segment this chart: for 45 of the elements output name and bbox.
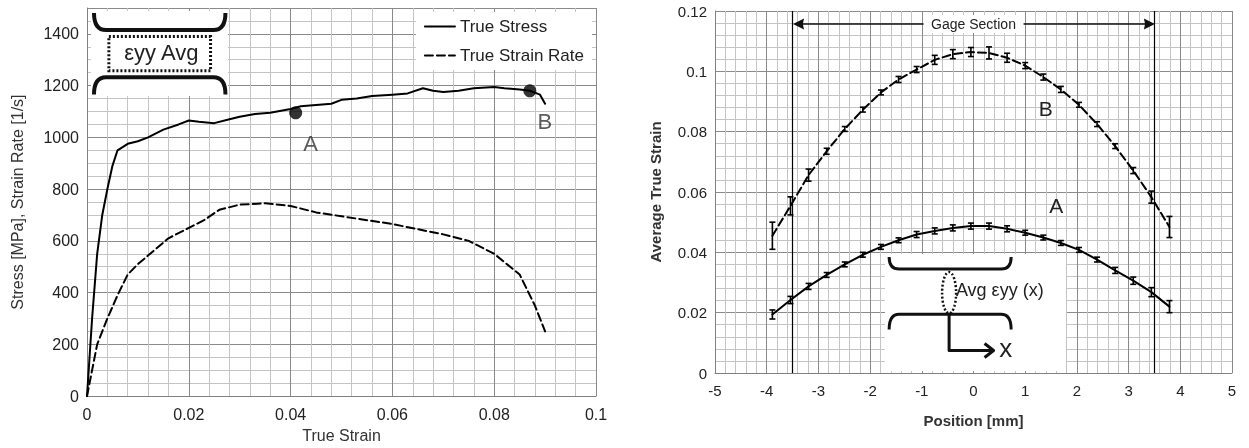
legend-label: True Strain Rate (459, 46, 585, 65)
y-tick-label: 0.12 (677, 2, 707, 20)
y-tick-label: 1400 (43, 25, 80, 43)
x-tick-label: 0.1 (584, 405, 608, 423)
x-tick-label: -4 (760, 382, 774, 399)
x-tick-label: 0.02 (173, 405, 205, 423)
y-tick-label: 0.06 (677, 183, 707, 201)
annotation: A (303, 131, 319, 157)
y-tick-label: 0.02 (677, 304, 707, 322)
y-tick-label: 200 (52, 335, 80, 353)
annotation: x (999, 333, 1013, 365)
x-tick-label: 4 (1176, 382, 1185, 399)
x-tick-label: 5 (1227, 382, 1237, 399)
y-tick-label: 400 (52, 284, 80, 302)
x-tick-label: 0.06 (376, 405, 409, 423)
y-tick-label: 0 (698, 364, 707, 382)
x-axis-title: Position [mm] (923, 412, 1024, 429)
annotation: εyy Avg (124, 40, 199, 67)
x-tick-label: -3 (811, 382, 826, 399)
legend-label: True Stress (459, 17, 548, 36)
annotation: A (1049, 193, 1064, 218)
x-tick-label: 0.08 (478, 405, 510, 423)
y-tick-label: 0.1 (686, 62, 707, 80)
x-tick-label: -5 (708, 382, 722, 399)
y-tick-label: 0.08 (677, 123, 707, 141)
annotation: B (537, 109, 553, 135)
x-tick-label: 0 (82, 405, 92, 423)
x-tick-label: 0.04 (275, 405, 307, 423)
y-tick-label: 0.04 (677, 243, 707, 261)
x-tick-label: -2 (863, 382, 877, 399)
annotation: Gage Section (923, 14, 1024, 33)
x-tick-label: -1 (915, 382, 929, 399)
x-tick-label: 3 (1124, 382, 1133, 399)
annotation: B (1038, 97, 1053, 122)
annotation: Avg εyy (x) (955, 280, 1044, 301)
y-axis-title: Stress [MPa], Strain Rate [1/s] (8, 94, 26, 310)
x-tick-label: 1 (1021, 382, 1030, 399)
y-tick-label: 1200 (43, 77, 80, 95)
y-tick-label: 800 (52, 180, 80, 198)
y-tick-label: 600 (52, 232, 80, 250)
y-axis-title: Average True Strain (647, 121, 664, 263)
x-tick-label: 0 (969, 382, 978, 399)
x-tick-label: 2 (1072, 382, 1082, 399)
x-axis-title: True Strain (302, 426, 381, 444)
y-tick-label: 1000 (43, 128, 80, 146)
